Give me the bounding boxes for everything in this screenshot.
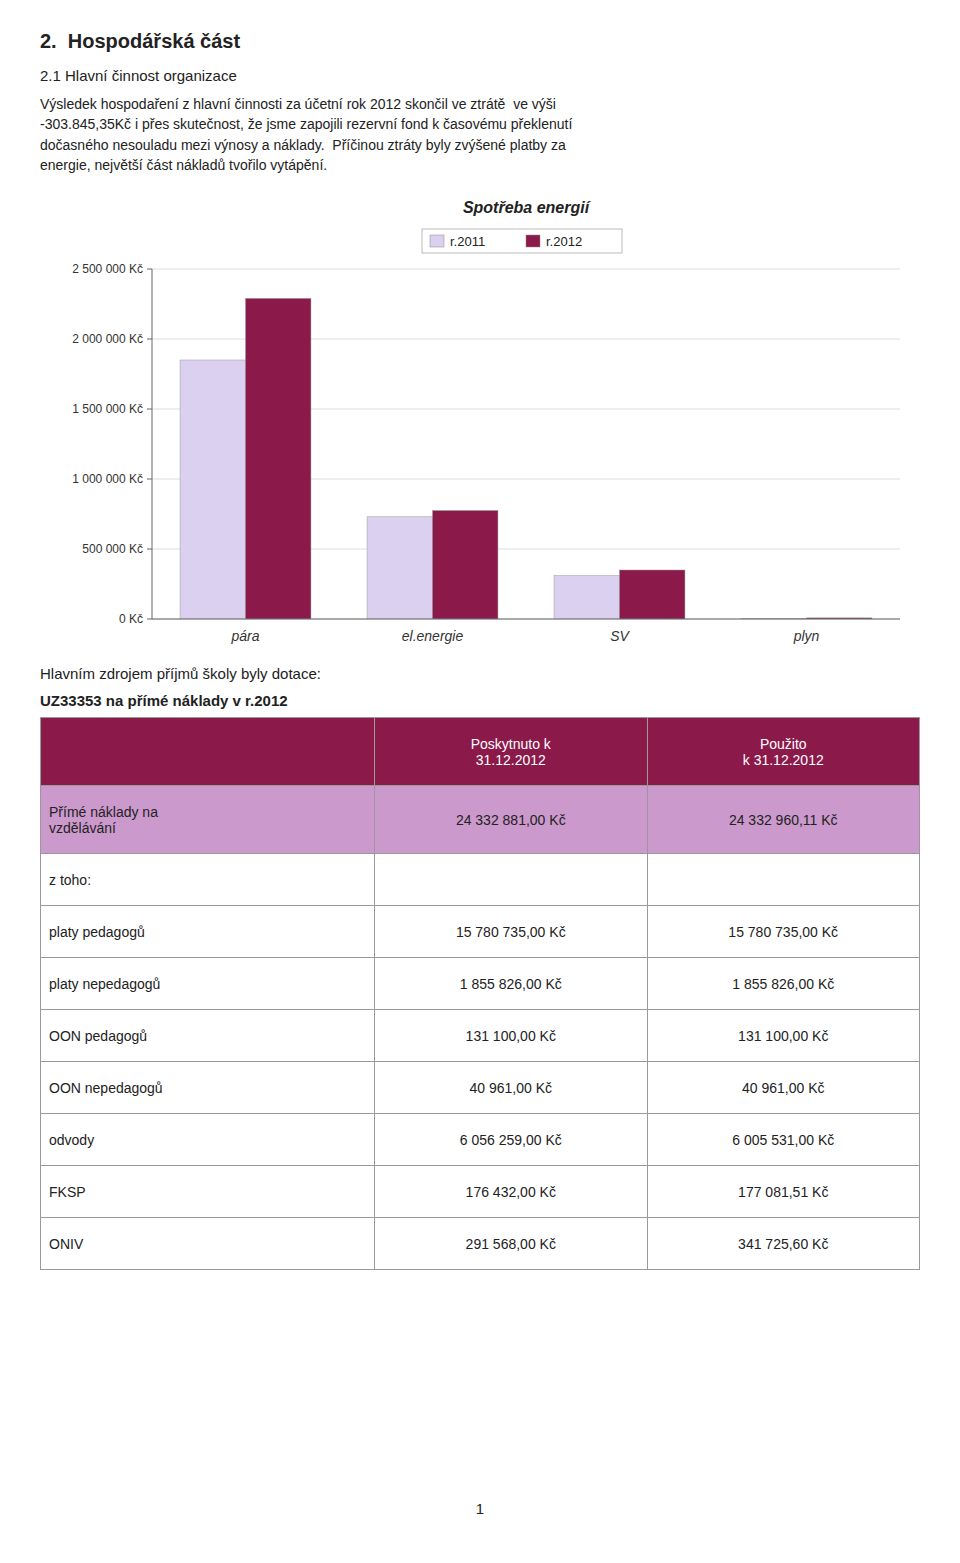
grid-line xyxy=(152,619,900,620)
grid xyxy=(152,269,900,619)
y-tick xyxy=(147,269,152,270)
table-row: odvody6 056 259,00 Kč6 005 531,00 Kč xyxy=(41,1114,920,1166)
legend: r.2011 r.2012 xyxy=(422,229,622,253)
table-cell: 15 780 735,00 Kč xyxy=(647,906,920,958)
table-cell: 40 961,00 Kč xyxy=(647,1062,920,1114)
legend-swatch xyxy=(526,235,540,247)
legend-frame xyxy=(422,229,622,253)
table-cell: ONIV xyxy=(41,1218,375,1270)
page: 2. Hospodářská část 2.1 Hlavní činnost or… xyxy=(40,30,920,1270)
table-cell: FKSP xyxy=(41,1166,375,1218)
table-cell: 341 725,60 Kč xyxy=(647,1218,920,1270)
y-tick xyxy=(147,619,152,620)
table-row: OON pedagogů131 100,00 Kč131 100,00 Kč xyxy=(41,1010,920,1062)
y-tick xyxy=(147,409,152,410)
table-cell: 131 100,00 Kč xyxy=(647,1010,920,1062)
y-tick-label: 1 500 000 Kč xyxy=(72,402,143,416)
x-tick-label: plyn xyxy=(793,628,820,644)
table-row: Poskytnuto k 31.12.2012Použito k 31.12.2… xyxy=(41,718,920,786)
table-cell xyxy=(647,854,920,906)
chart: Spotřeba energií r.2011 r.2012 0 Kč 500 000 … xyxy=(40,189,920,659)
table-cell: 24 332 960,11 Kč xyxy=(647,786,920,854)
table-row: OON nepedagogů40 961,00 Kč40 961,00 Kč xyxy=(41,1062,920,1114)
y-tick-label: 500 000 Kč xyxy=(82,542,143,556)
table-header-cell xyxy=(41,718,375,786)
legend-swatch xyxy=(430,235,444,247)
y-tick xyxy=(147,479,152,480)
table: Poskytnuto k 31.12.2012Použito k 31.12.2… xyxy=(40,717,920,1270)
table-cell: 1 855 826,00 Kč xyxy=(647,958,920,1010)
y-tick xyxy=(147,549,152,550)
x-tick-label: pára xyxy=(230,628,259,644)
table-cell: OON pedagogů xyxy=(41,1010,375,1062)
bar xyxy=(620,570,685,619)
table-row: Přímé náklady na vzdělávání24 332 881,00… xyxy=(41,786,920,854)
x-axis xyxy=(152,619,900,620)
table-cell: 291 568,00 Kč xyxy=(375,1218,647,1270)
table-row: platy nepedagogů1 855 826,00 Kč1 855 826… xyxy=(41,958,920,1010)
y-axis xyxy=(152,269,153,619)
paragraph: Výsledek hospodaření z hlavní činnosti z… xyxy=(40,94,920,175)
table-cell: 15 780 735,00 Kč xyxy=(375,906,647,958)
table-cell: Přímé náklady na vzdělávání xyxy=(41,786,375,854)
bar xyxy=(554,576,619,619)
bar xyxy=(180,360,245,619)
table-cell: 176 432,00 Kč xyxy=(375,1166,647,1218)
legend-label: r.2011 xyxy=(450,234,485,249)
grid-line xyxy=(152,269,900,270)
legend-label: r.2012 xyxy=(546,234,582,249)
table-row: ONIV291 568,00 Kč341 725,60 Kč xyxy=(41,1218,920,1270)
table-cell: 1 855 826,00 Kč xyxy=(375,958,647,1010)
table-cell: 24 332 881,00 Kč xyxy=(375,786,647,854)
table-cell: OON nepedagogů xyxy=(41,1062,375,1114)
page-number: 1 xyxy=(0,1500,960,1517)
bar xyxy=(433,511,498,620)
table-cell: 131 100,00 Kč xyxy=(375,1010,647,1062)
table-title: UZ33353 na přímé náklady v r.2012 xyxy=(40,692,920,709)
bar xyxy=(246,299,311,620)
table-header-cell: Použito k 31.12.2012 xyxy=(647,718,920,786)
table-cell: odvody xyxy=(41,1114,375,1166)
bars xyxy=(180,299,872,620)
table-cell: 6 056 259,00 Kč xyxy=(375,1114,647,1166)
table-cell xyxy=(375,854,647,906)
y-tick-label: 2 500 000 Kč xyxy=(72,262,143,276)
table-cell: 40 961,00 Kč xyxy=(375,1062,647,1114)
bar xyxy=(367,517,432,619)
subheading: 2.1 Hlavní činnost organizace xyxy=(40,67,920,84)
x-tick-label: el.energie xyxy=(402,628,464,644)
table-cell: z toho: xyxy=(41,854,375,906)
x-tick-label: SV xyxy=(610,628,630,644)
y-tick xyxy=(147,339,152,340)
table-row: platy pedagogů15 780 735,00 Kč15 780 735… xyxy=(41,906,920,958)
y-tick-label: 0 Kč xyxy=(119,612,143,626)
table-row: z toho: xyxy=(41,854,920,906)
table-cell: platy nepedagogů xyxy=(41,958,375,1010)
text-below-chart: Hlavním zdrojem příjmů školy byly dotace… xyxy=(40,665,920,682)
table-header-cell: Poskytnuto k 31.12.2012 xyxy=(375,718,647,786)
chart-title: Spotřeba energií xyxy=(463,199,592,216)
heading: 2. Hospodářská část xyxy=(40,30,920,53)
y-tick-label: 2 000 000 Kč xyxy=(72,332,143,346)
table-cell: 177 081,51 Kč xyxy=(647,1166,920,1218)
y-tick-label: 1 000 000 Kč xyxy=(72,472,143,486)
table-cell: platy pedagogů xyxy=(41,906,375,958)
table-row: FKSP176 432,00 Kč177 081,51 Kč xyxy=(41,1166,920,1218)
table-cell: 6 005 531,00 Kč xyxy=(647,1114,920,1166)
